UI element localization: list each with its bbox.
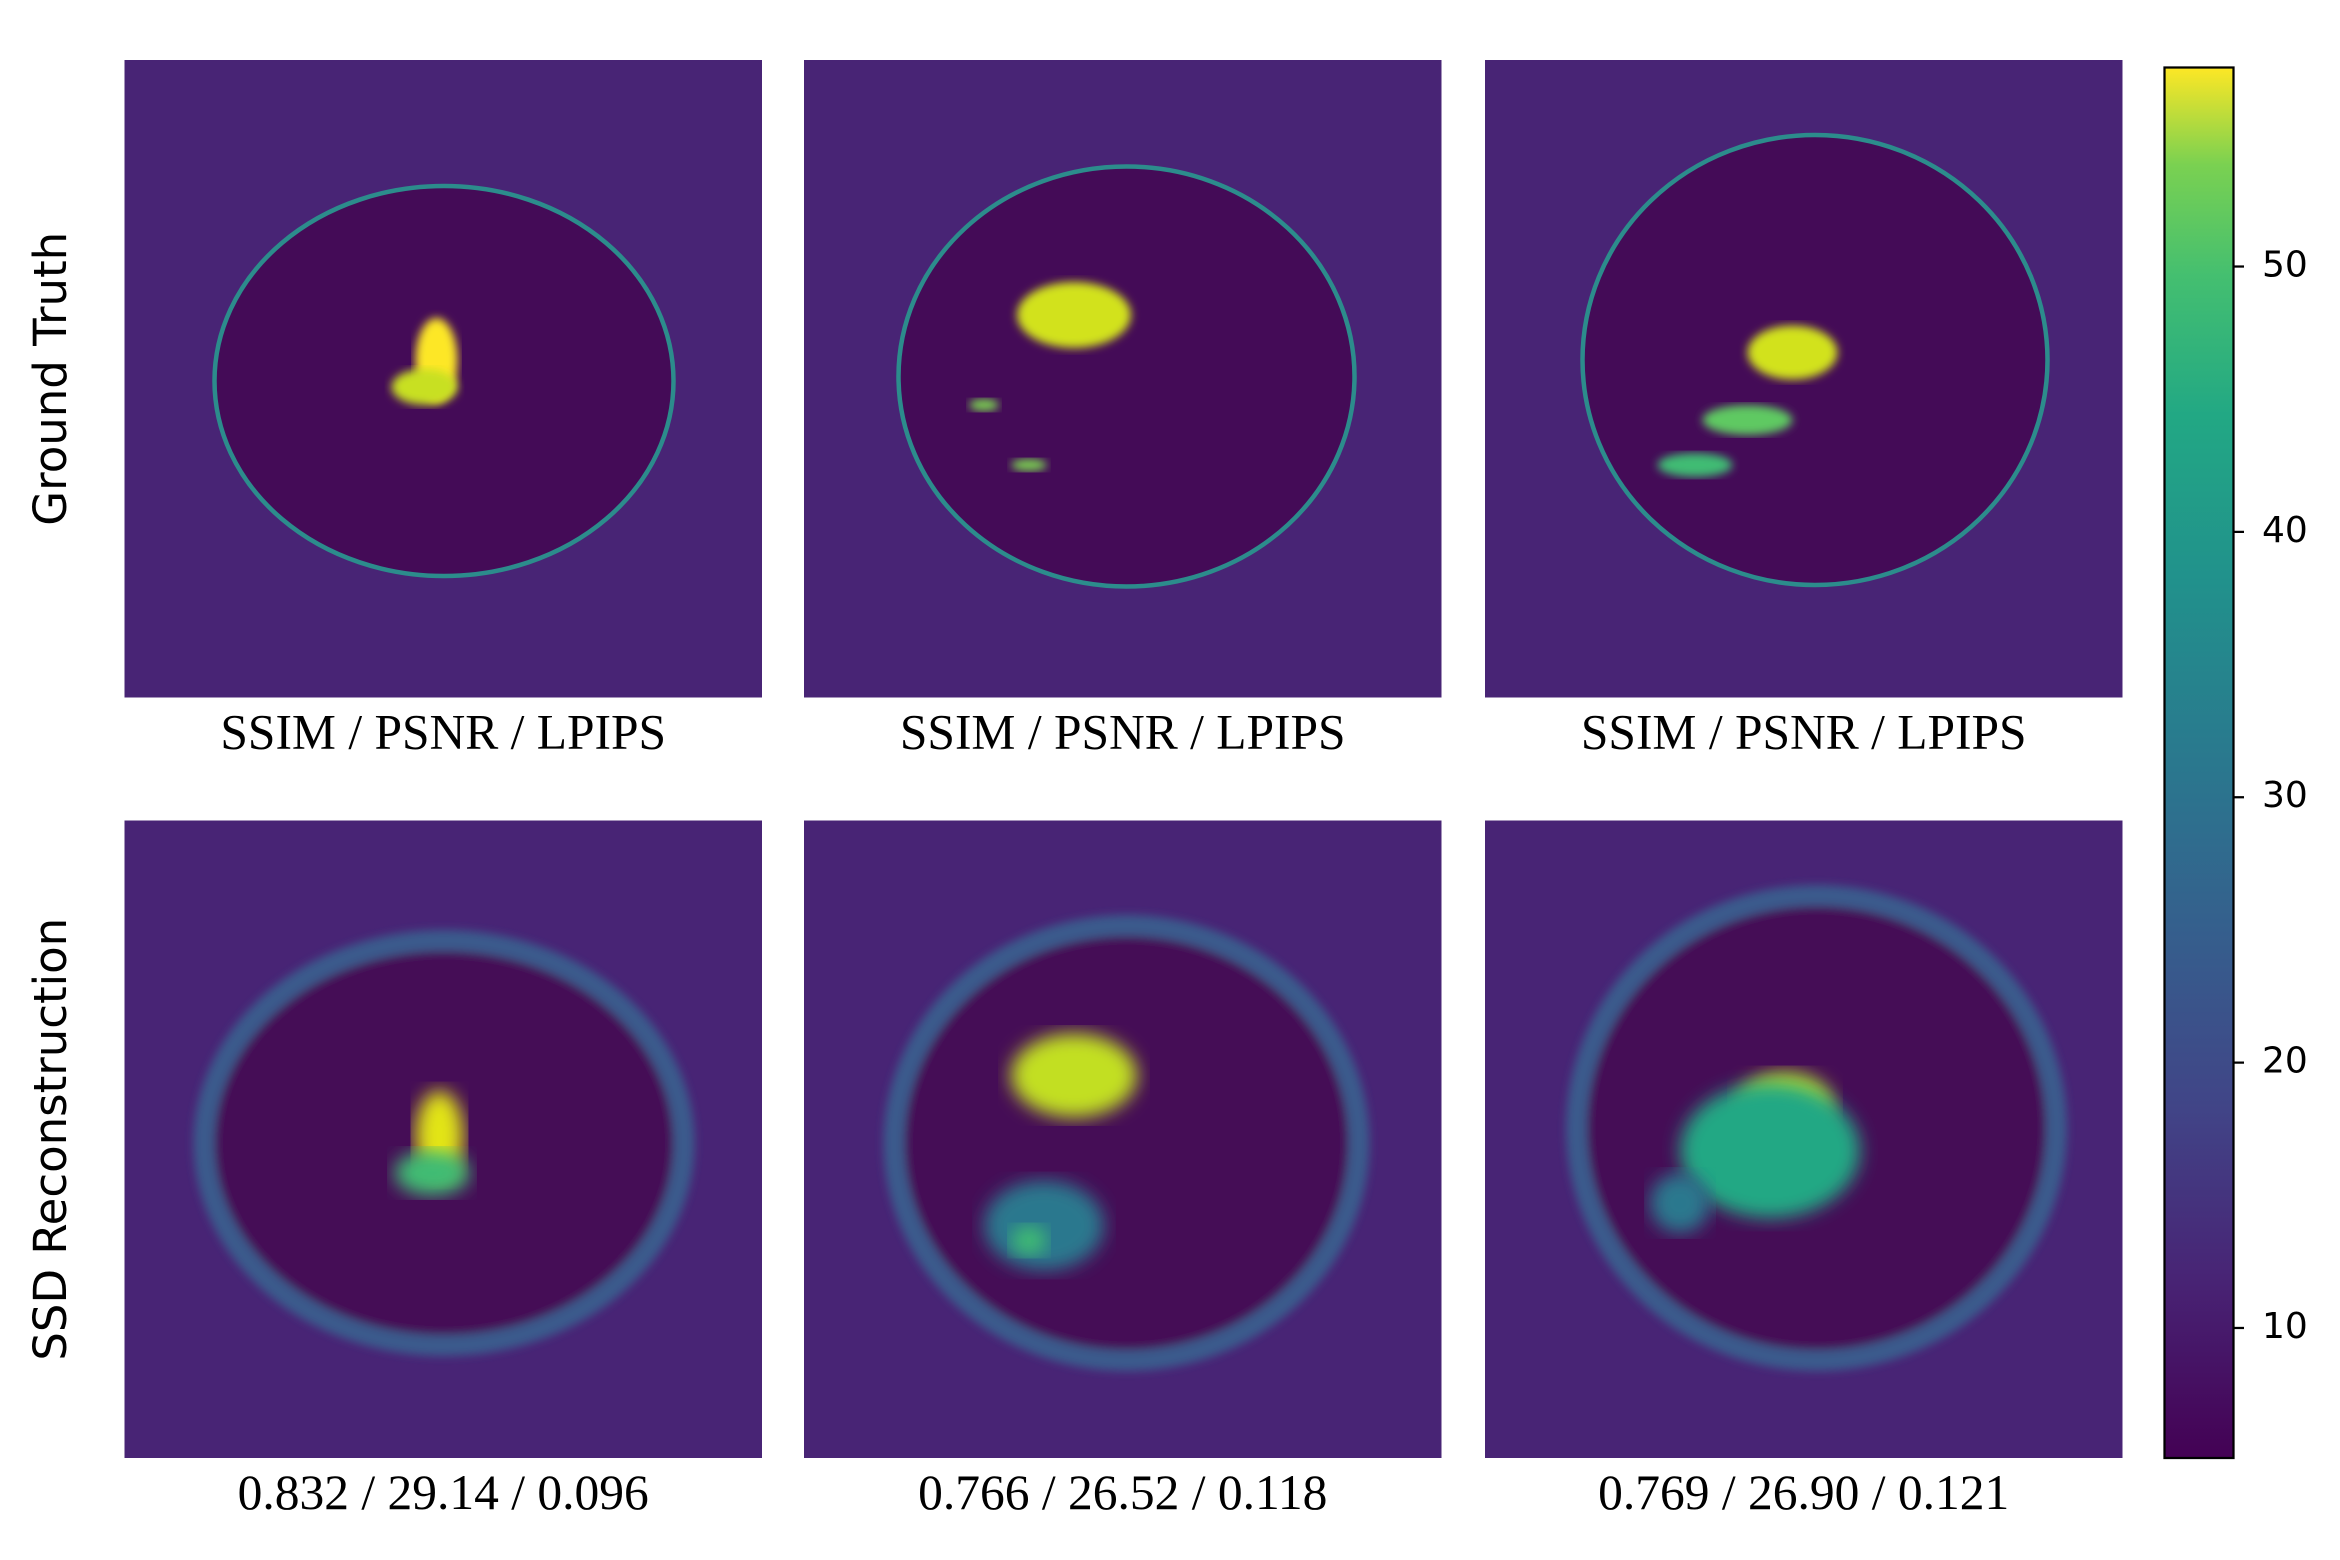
structure (1011, 459, 1047, 471)
colorbar-tick-label: 40 (2262, 510, 2308, 551)
structure (1702, 405, 1793, 435)
structure (1011, 1033, 1137, 1118)
structure (1657, 453, 1733, 477)
caption: 0.832 / 29.14 / 0.096 (238, 1465, 649, 1520)
structure (391, 369, 458, 405)
phantom-disc (883, 915, 1370, 1371)
structure (969, 399, 999, 411)
structure (1680, 1083, 1860, 1218)
caption: SSIM / PSNR / LPIPS (900, 705, 1346, 760)
caption: SSIM / PSNR / LPIPS (220, 705, 666, 760)
caption: 0.769 / 26.90 / 0.121 (1598, 1465, 2009, 1520)
structure (394, 1150, 470, 1196)
structure (1747, 325, 1838, 380)
colorbar-tick-label: 30 (2262, 775, 2308, 816)
colorbar-tick-label: 10 (2262, 1306, 2308, 1347)
caption: SSIM / PSNR / LPIPS (1581, 705, 2027, 760)
row-label: Ground Truth (24, 232, 77, 526)
row-label: SSD Reconstruction (24, 918, 77, 1361)
structure (984, 1180, 1104, 1271)
structure (1011, 1225, 1047, 1256)
structure (1017, 282, 1131, 348)
colorbar-tick-label: 20 (2262, 1041, 2308, 1082)
colorbar-tick-label: 50 (2262, 245, 2308, 286)
panels: SSIM / PSNR / LPIPS SSIM / PSNR / LPIPS SS… (124, 60, 2123, 1520)
structure (1650, 1173, 1710, 1233)
colorbar (2163, 66, 2235, 1460)
phantom-disc (896, 164, 1357, 589)
caption: 0.766 / 26.52 / 0.118 (918, 1465, 1327, 1520)
